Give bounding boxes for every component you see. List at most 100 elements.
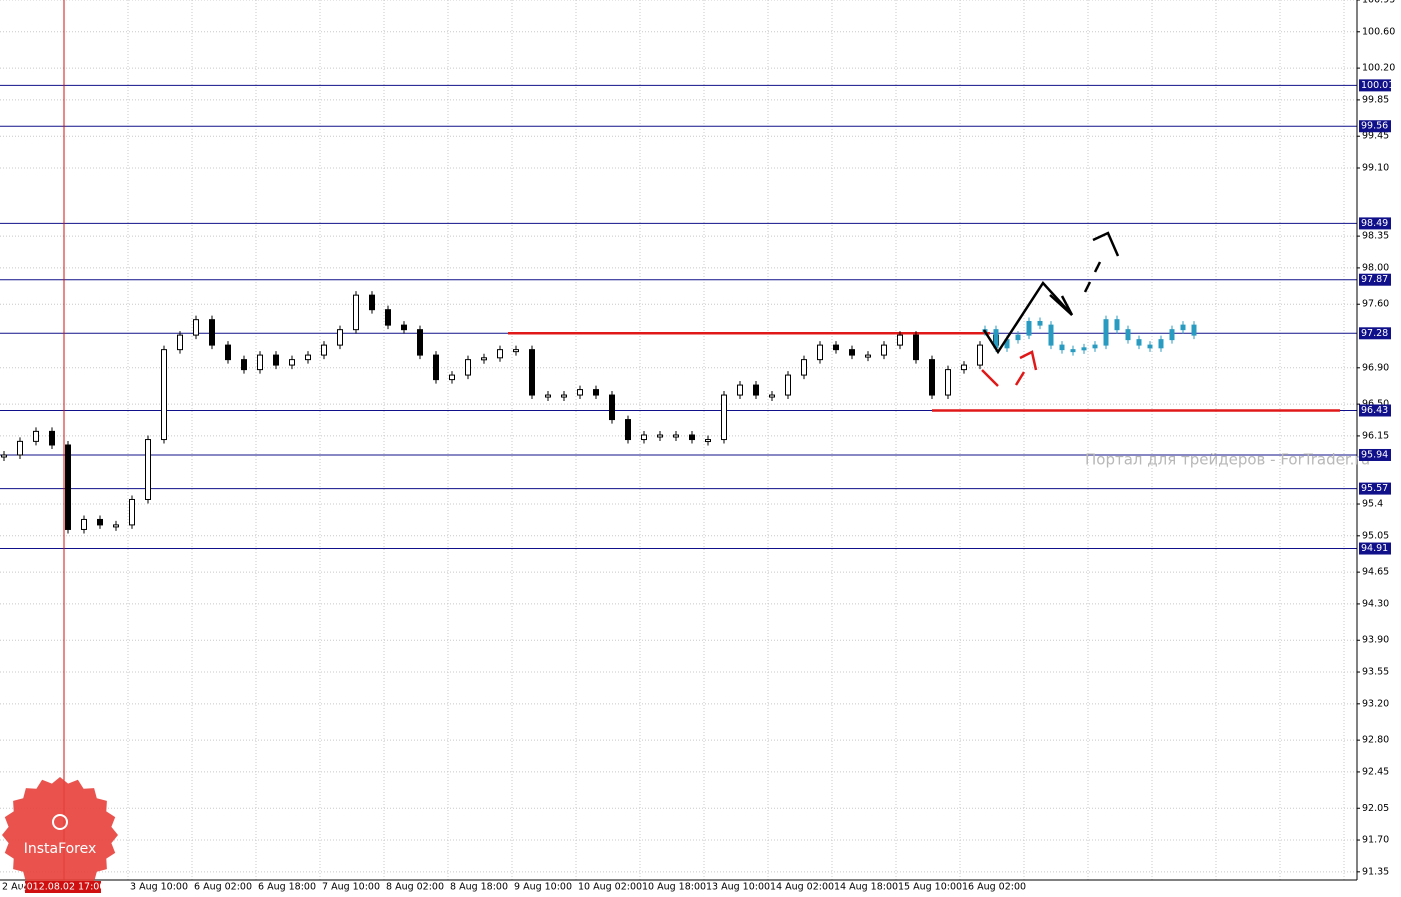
- candle: [1180, 324, 1186, 331]
- candle: [593, 389, 599, 396]
- watermark: Портал для трейдеров - ForTrader.ru: [1085, 451, 1370, 469]
- level-label-box: [1359, 217, 1391, 230]
- level-label: 95.57: [1361, 483, 1388, 494]
- arrow-head: [1049, 294, 1074, 316]
- candle: [193, 319, 199, 336]
- candle: [1048, 324, 1054, 346]
- y-tick-label: 95.4: [1362, 499, 1383, 510]
- level-label-box: [1359, 327, 1391, 340]
- candle: [273, 354, 279, 366]
- crosshair-label: 2012.08.02 17:00: [21, 882, 106, 893]
- candle: [1114, 319, 1120, 331]
- candle: [289, 359, 295, 366]
- y-tick-label: 92.80: [1362, 735, 1389, 746]
- candle: [1125, 329, 1131, 341]
- candle: [145, 439, 151, 500]
- candle: [417, 329, 423, 356]
- x-tick-label: 6 Aug 18:00: [258, 882, 316, 893]
- candle: [737, 384, 743, 396]
- candle: [385, 309, 391, 326]
- candle: [177, 334, 183, 351]
- level-label-box: [1359, 120, 1391, 133]
- y-tick-label: 92.05: [1362, 803, 1389, 814]
- candle: [1, 454, 7, 458]
- candle: [1070, 349, 1076, 353]
- y-tick-label: 99.85: [1362, 94, 1389, 105]
- candle: [977, 344, 983, 366]
- candle: [833, 344, 839, 351]
- level-label-box: [1359, 79, 1391, 92]
- candle: [641, 434, 647, 441]
- y-tick-label: 98.00: [1362, 262, 1389, 273]
- x-tick-label: 3 Aug 10:00: [130, 882, 188, 893]
- candle: [1037, 320, 1043, 326]
- candle: [1059, 344, 1065, 351]
- candle: [513, 349, 519, 353]
- y-tick-label: 96.50: [1362, 399, 1389, 410]
- x-tick-label: 15 Aug 10:00: [898, 882, 962, 893]
- y-tick-label: 99.45: [1362, 131, 1389, 142]
- candle: [257, 354, 263, 371]
- dash: [1083, 281, 1092, 293]
- candle: [625, 419, 631, 441]
- red-dash: [1014, 371, 1026, 386]
- candle: [433, 354, 439, 381]
- level-label-box: [1359, 482, 1391, 495]
- logo-text: InstaForex: [24, 841, 97, 857]
- candle: [1092, 344, 1098, 349]
- y-tick-label: 93.20: [1362, 698, 1389, 709]
- candle: [65, 444, 71, 530]
- level-label-box: [1359, 273, 1391, 286]
- candle: [81, 518, 87, 530]
- y-tick-label: 91.70: [1362, 835, 1389, 846]
- level-label-box: [1359, 448, 1391, 461]
- candle: [609, 394, 615, 421]
- candle: [721, 394, 727, 441]
- candle: [769, 394, 775, 398]
- candle: [49, 430, 55, 446]
- candle: [465, 359, 471, 376]
- candle: [753, 384, 759, 396]
- level-label-box: [1359, 542, 1391, 555]
- x-tick-label: 16 Aug 02:00: [962, 882, 1026, 893]
- candle: [705, 439, 711, 443]
- level-label: 94.91: [1361, 543, 1388, 554]
- y-tick-label: 93.90: [1362, 635, 1389, 646]
- level-label: 96.43: [1361, 405, 1388, 416]
- x-tick-label: 6 Aug 02:00: [194, 882, 252, 893]
- candle: [881, 344, 887, 356]
- candle: [401, 324, 407, 331]
- candle: [817, 344, 823, 361]
- y-tick-label: 94.65: [1362, 567, 1389, 578]
- candle: [449, 374, 455, 381]
- candle: [1147, 344, 1153, 349]
- red-dash: [981, 369, 999, 387]
- candle: [785, 374, 791, 396]
- y-tick-label: 99.10: [1362, 163, 1389, 174]
- candle: [161, 349, 167, 441]
- level-label: 97.87: [1361, 274, 1388, 285]
- x-tick-label: 14 Aug 18:00: [834, 882, 898, 893]
- candle: [1158, 339, 1164, 349]
- x-tick-label: 9 Aug 10:00: [514, 882, 572, 893]
- x-tick-label: 8 Aug 02:00: [386, 882, 444, 893]
- y-tick-label: 94.30: [1362, 598, 1389, 609]
- candle: [17, 440, 23, 456]
- level-label-box: [1359, 404, 1391, 417]
- level-label: 98.49: [1361, 218, 1388, 229]
- candle: [929, 359, 935, 396]
- candle: [481, 357, 487, 361]
- logo: InstaForex: [2, 777, 118, 893]
- y-tick-label: 100.60: [1362, 26, 1395, 37]
- candle: [337, 329, 343, 346]
- x-tick-label: 14 Aug 02:00: [770, 882, 834, 893]
- x-tick-label: 10 Aug 02:00: [578, 882, 642, 893]
- y-tick-label: 95.05: [1362, 530, 1389, 541]
- candle: [305, 354, 311, 361]
- x-tick-label: 8 Aug 18:00: [450, 882, 508, 893]
- levels: [0, 84, 1357, 550]
- candle: [241, 359, 247, 371]
- candle: [129, 498, 135, 526]
- x-tick-label: 13 Aug 10:00: [706, 882, 770, 893]
